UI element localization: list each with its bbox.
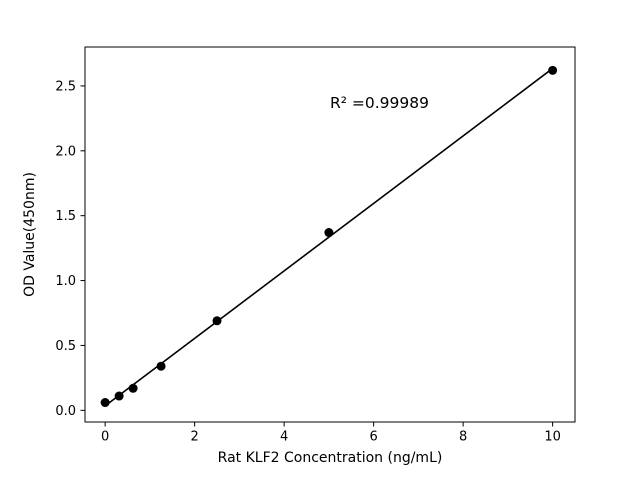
- data-point: [324, 228, 334, 238]
- y-tick-label: 0.0: [55, 404, 76, 419]
- data-point: [100, 398, 110, 408]
- x-tick-label: 0: [101, 430, 109, 445]
- chart-content: 0 2 4 6 8 10 0.0 0.5 1.0 1.5 2.0 2.5: [55, 65, 561, 445]
- x-axis-label: Rat KLF2 Concentration (ng/mL): [218, 450, 443, 466]
- r-squared-annotation: R² =0.99989: [330, 94, 429, 112]
- data-point: [114, 391, 124, 401]
- y-tick-label: 2.0: [55, 144, 76, 159]
- x-tick-label: 10: [544, 430, 561, 445]
- y-tick-label: 1.5: [55, 209, 76, 224]
- data-point: [548, 65, 558, 75]
- y-tick-label: 1.0: [55, 274, 76, 289]
- fit-line: [104, 67, 554, 407]
- x-tick-label: 6: [369, 430, 377, 445]
- x-tick-label: 2: [190, 430, 198, 445]
- data-point: [212, 316, 222, 326]
- plot-area: [84, 46, 576, 423]
- x-tick-label: 8: [459, 430, 467, 445]
- data-point: [128, 383, 138, 393]
- y-axis-label: OD Value(450nm): [22, 172, 38, 297]
- y-tick-label: 2.5: [55, 79, 76, 94]
- y-tick-label: 0.5: [55, 339, 76, 354]
- x-tick-label: 4: [280, 430, 288, 445]
- data-point: [156, 361, 166, 371]
